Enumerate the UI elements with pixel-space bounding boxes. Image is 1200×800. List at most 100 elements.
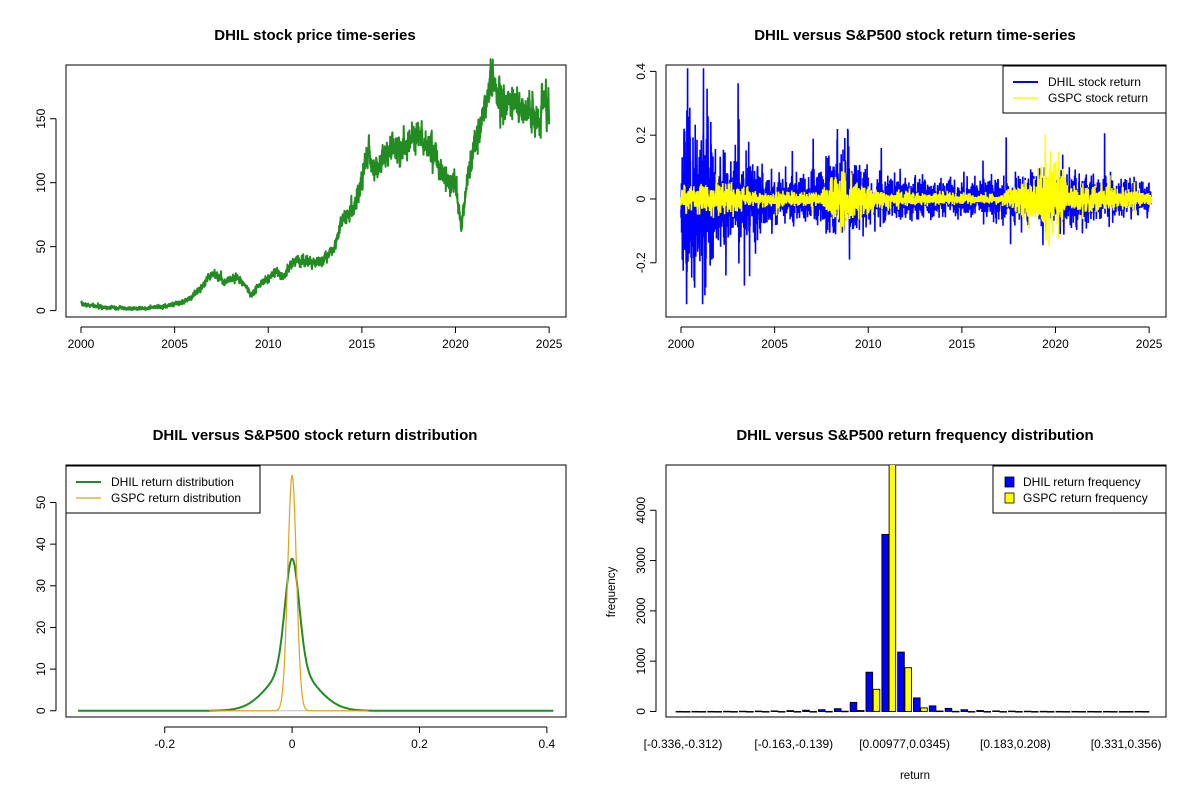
legend-label: GSPC return distribution	[111, 491, 241, 505]
chart-title: DHIL stock price time-series	[214, 27, 415, 44]
gspc-frequency-bar	[951, 710, 960, 713]
x-tick-label: -0.2	[154, 737, 175, 751]
dhil-frequency-bar	[691, 710, 699, 713]
y-tick-label: 40	[34, 537, 48, 551]
dhil-frequency-bar	[1023, 710, 1032, 713]
dhil-frequency-bar	[802, 709, 810, 712]
x-tick-label: [0.183,0.208)	[980, 737, 1051, 751]
y-tick-label: 4000	[634, 497, 648, 524]
legend-box	[65, 465, 261, 514]
dhil-frequency-bar	[1087, 710, 1095, 713]
x-tick-label: 0.4	[539, 737, 556, 751]
x-tick-label: 2000	[668, 337, 695, 351]
dhil-frequency-bar	[770, 710, 779, 712]
x-tick-label: 2000	[68, 337, 95, 351]
dhil-frequency-bar	[723, 710, 731, 713]
gspc-density-line	[209, 474, 369, 712]
y-tick-label: 50	[34, 240, 48, 254]
gspc-frequency-bar	[1046, 711, 1055, 713]
bars-group	[675, 465, 1150, 713]
dhil-frequency-bar	[1118, 711, 1127, 713]
dhil-frequency-bar	[849, 701, 858, 712]
x-tick-label: [-0.163,-0.139)	[754, 737, 833, 751]
plot-frame	[665, 64, 1167, 318]
gspc-frequency-bar	[746, 711, 754, 713]
dhil-frequency-bar	[738, 710, 747, 713]
x-tick-label: 2010	[255, 337, 282, 351]
price-timeseries-panel: DHIL stock price time-series 2000 2005 201…	[34, 27, 567, 351]
gspc-frequency-bar	[825, 710, 833, 713]
x-tick-label: 2020	[442, 337, 469, 351]
gspc-frequency-bar	[1031, 711, 1039, 713]
x-tick-label: 2010	[855, 337, 882, 351]
y-tick-label: -0.2	[634, 252, 648, 273]
y-tick-label: 20	[34, 620, 48, 634]
gspc-frequency-bar	[856, 710, 865, 712]
x-tick-label: 0.2	[411, 737, 428, 751]
frequency-distribution-panel: DHIL versus S&P500 return frequency dist…	[606, 427, 1167, 782]
legend-swatch	[1004, 476, 1015, 488]
plot-frame	[665, 464, 1167, 718]
gspc-frequency-bar	[793, 711, 802, 713]
x-tick-label: [-0.336,-0.312)	[644, 737, 723, 751]
y-axis-label: frequency	[606, 567, 618, 618]
gspc-frequency-bar	[1015, 711, 1023, 713]
dhil-frequency-bar	[707, 710, 715, 713]
dhil-frequency-bar	[1039, 710, 1048, 713]
x-tick-label: 2025	[536, 337, 563, 351]
gspc-frequency-bar	[983, 711, 992, 713]
chart-title: DHIL versus S&P500 stock return distribu…	[153, 427, 478, 444]
x-tick-label: 2025	[1136, 337, 1163, 351]
legend-label: DHIL stock return	[1048, 75, 1141, 89]
y-tick-label: 0	[634, 708, 648, 715]
dhil-density-line	[78, 557, 554, 712]
dhil-frequency-bar	[1055, 710, 1064, 713]
x-tick-label: [0.00977,0.0345)	[859, 737, 950, 751]
y-tick-label: 30	[34, 579, 48, 593]
dhil-frequency-bar	[833, 708, 842, 712]
gspc-frequency-bar	[1094, 711, 1102, 713]
x-tick-label: 2005	[761, 337, 788, 351]
legend-box	[992, 465, 1167, 514]
y-tick-label: 0	[634, 195, 648, 202]
gspc-frequency-bar	[936, 710, 944, 713]
y-tick-label: 0.4	[634, 63, 648, 80]
y-tick-label: 3000	[634, 547, 648, 574]
gspc-frequency-bar	[730, 711, 738, 713]
gspc-frequency-bar	[809, 711, 817, 713]
gspc-frequency-bar	[999, 711, 1007, 713]
dhil-frequency-bar	[675, 710, 684, 713]
price-series-line	[80, 58, 551, 311]
dhil-frequency-bar	[1134, 710, 1143, 713]
gspc-frequency-bar	[777, 711, 786, 713]
y-tick-label: 100	[34, 172, 48, 192]
legend-label: DHIL return frequency	[1023, 475, 1141, 489]
gspc-return-line	[680, 134, 1152, 247]
y-tick-label: 0	[34, 707, 48, 714]
plot-frame	[65, 464, 567, 718]
y-tick-label: 0	[34, 307, 48, 314]
gspc-frequency-bar	[761, 711, 770, 713]
dhil-frequency-bar	[976, 710, 984, 712]
x-tick-label: 2020	[1042, 337, 1069, 351]
gspc-frequency-bar	[920, 707, 928, 712]
chart-title: DHIL versus S&P500 stock return time-ser…	[754, 27, 1076, 44]
legend-box	[1002, 65, 1167, 114]
y-tick-label: 0.2	[634, 127, 648, 144]
gspc-frequency-bar	[1062, 711, 1071, 713]
dhil-frequency-bar	[818, 709, 826, 712]
chart-title: DHIL versus S&P500 return frequency dist…	[736, 427, 1093, 444]
y-tick-label: 150	[34, 108, 48, 128]
return-distribution-panel: DHIL versus S&P500 stock return distribu…	[34, 427, 567, 751]
gspc-frequency-bar	[872, 688, 881, 712]
dhil-frequency-bar	[913, 697, 921, 712]
gspc-frequency-bar	[1078, 711, 1087, 713]
legend-label: GSPC return frequency	[1023, 491, 1148, 505]
dhil-frequency-bar	[1102, 710, 1111, 713]
plot-frame	[65, 64, 567, 318]
legend-label: DHIL return distribution	[111, 475, 234, 489]
gspc-frequency-bar	[682, 711, 691, 713]
x-tick-label: 0	[289, 737, 296, 751]
dhil-frequency-bar	[992, 710, 1000, 712]
